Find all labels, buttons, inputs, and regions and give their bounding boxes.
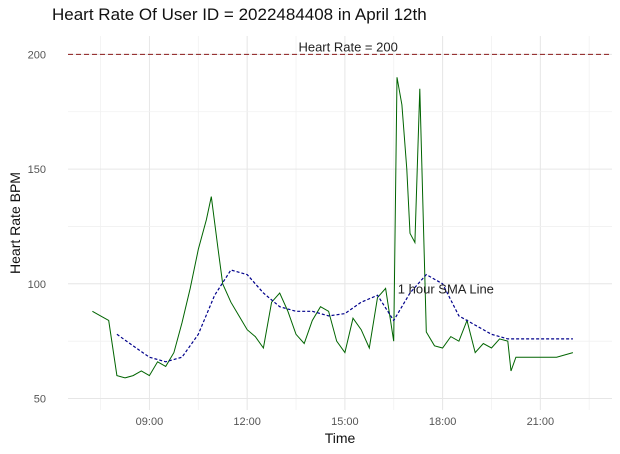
sma-line-label: 1 hour SMA Line — [398, 281, 494, 296]
x-tick-label: 21:00 — [527, 416, 555, 428]
y-tick-label: 50 — [34, 394, 46, 406]
grid — [68, 36, 612, 410]
y-tick-label: 100 — [28, 279, 46, 291]
chart-title: Heart Rate Of User ID = 2022484408 in Ap… — [52, 5, 427, 24]
x-tick-label: 09:00 — [136, 416, 164, 428]
reference-line-label: Heart Rate = 200 — [298, 39, 397, 54]
annotations: Heart Rate = 200 1 hour SMA Line — [298, 39, 493, 296]
y-tick-label: 200 — [28, 49, 46, 61]
series-group — [92, 77, 574, 379]
sma-line — [116, 269, 573, 363]
x-tick-label: 18:00 — [429, 416, 457, 428]
x-tick-label: 15:00 — [331, 416, 359, 428]
x-tick-label: 12:00 — [233, 416, 261, 428]
y-tick-labels: 50 100 150 200 — [28, 49, 46, 405]
heart-rate-line — [92, 77, 574, 379]
y-tick-label: 150 — [28, 164, 46, 176]
x-tick-labels: 09:00 12:00 15:00 18:00 21:00 — [136, 416, 554, 428]
y-axis-label: Heart Rate BPM — [7, 172, 23, 274]
x-axis-label: Time — [325, 430, 356, 446]
